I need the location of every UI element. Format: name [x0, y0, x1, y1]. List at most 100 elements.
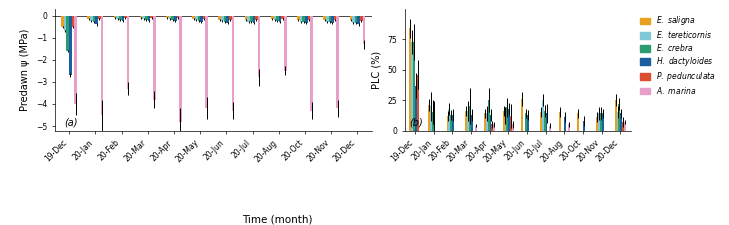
Bar	[232, 16, 234, 111]
Bar	[355, 16, 357, 23]
Bar	[577, 113, 580, 130]
Bar	[550, 126, 551, 130]
Bar	[66, 16, 69, 51]
Bar	[198, 16, 200, 21]
Bar	[334, 16, 336, 20]
Bar	[203, 16, 206, 19]
Bar	[281, 16, 284, 19]
Bar	[622, 122, 624, 130]
Bar	[362, 16, 365, 44]
Bar	[258, 16, 260, 77]
Bar	[503, 111, 504, 130]
Bar	[545, 113, 547, 130]
Bar	[558, 112, 561, 130]
Bar	[192, 16, 195, 19]
Bar	[465, 111, 467, 130]
Bar	[127, 16, 129, 88]
Bar	[245, 16, 247, 20]
Bar	[247, 16, 250, 22]
Bar	[336, 16, 339, 108]
Bar	[490, 115, 491, 130]
Bar	[176, 16, 179, 18]
Bar	[142, 16, 145, 19]
Bar	[510, 116, 512, 130]
Bar	[540, 112, 542, 130]
Bar	[153, 16, 155, 100]
Bar	[305, 16, 308, 23]
Bar	[357, 16, 360, 25]
Bar	[415, 86, 417, 130]
Bar	[124, 16, 127, 18]
Bar	[93, 16, 95, 22]
Bar	[61, 16, 64, 27]
Bar	[417, 75, 418, 130]
Text: (b): (b)	[409, 118, 423, 128]
Legend: $\it{E.}$ $\it{saligna}$, $\it{E.}$ $\it{tereticornis}$, $\it{E.}$ $\it{crebra}$: $\it{E.}$ $\it{saligna}$, $\it{E.}$ $\it…	[639, 13, 717, 97]
Bar	[297, 16, 300, 20]
Bar	[434, 116, 435, 130]
Text: (a): (a)	[64, 118, 78, 128]
Bar	[200, 16, 203, 22]
Bar	[219, 16, 221, 20]
Bar	[101, 16, 104, 115]
Bar	[469, 106, 471, 130]
Bar	[98, 16, 101, 19]
Bar	[467, 111, 469, 130]
Bar	[617, 112, 618, 130]
Bar	[349, 16, 352, 20]
Bar	[300, 16, 303, 22]
Bar	[311, 16, 313, 111]
Bar	[564, 117, 566, 130]
Bar	[508, 109, 510, 130]
Bar	[145, 16, 148, 20]
Bar	[229, 16, 232, 20]
Bar	[195, 16, 198, 20]
Bar	[64, 16, 66, 31]
Bar	[600, 113, 601, 130]
Bar	[488, 100, 490, 130]
Bar	[303, 16, 305, 22]
Bar	[484, 113, 486, 130]
Bar	[596, 117, 598, 130]
Bar	[278, 16, 281, 22]
Bar	[308, 16, 311, 20]
Bar	[504, 116, 507, 130]
Bar	[471, 115, 473, 130]
Bar	[430, 106, 432, 130]
Bar	[525, 113, 527, 130]
Bar	[69, 16, 71, 75]
Bar	[507, 107, 508, 130]
Bar	[140, 16, 142, 18]
Bar	[494, 124, 495, 130]
Bar	[95, 16, 98, 25]
Bar	[171, 16, 174, 20]
Bar	[71, 16, 74, 27]
Bar	[276, 16, 278, 21]
Bar	[323, 16, 326, 20]
Bar	[114, 16, 116, 18]
Bar	[447, 116, 448, 130]
Bar	[221, 16, 224, 21]
Bar	[615, 100, 617, 130]
Bar	[87, 16, 90, 19]
Bar	[331, 16, 334, 23]
Bar	[409, 28, 411, 130]
Bar	[252, 16, 255, 23]
Bar	[413, 42, 415, 130]
Bar	[618, 104, 620, 130]
Bar	[601, 113, 604, 130]
Bar	[226, 16, 229, 23]
Bar	[432, 112, 434, 130]
Bar	[544, 111, 545, 130]
Bar	[475, 126, 477, 130]
Bar	[174, 16, 176, 21]
Bar	[284, 16, 286, 71]
Bar	[428, 105, 430, 130]
Bar	[271, 16, 273, 19]
Bar	[122, 16, 124, 21]
Bar	[491, 124, 494, 130]
Bar	[326, 16, 329, 22]
Bar	[206, 16, 208, 108]
Bar	[527, 115, 529, 130]
Bar	[583, 121, 585, 130]
